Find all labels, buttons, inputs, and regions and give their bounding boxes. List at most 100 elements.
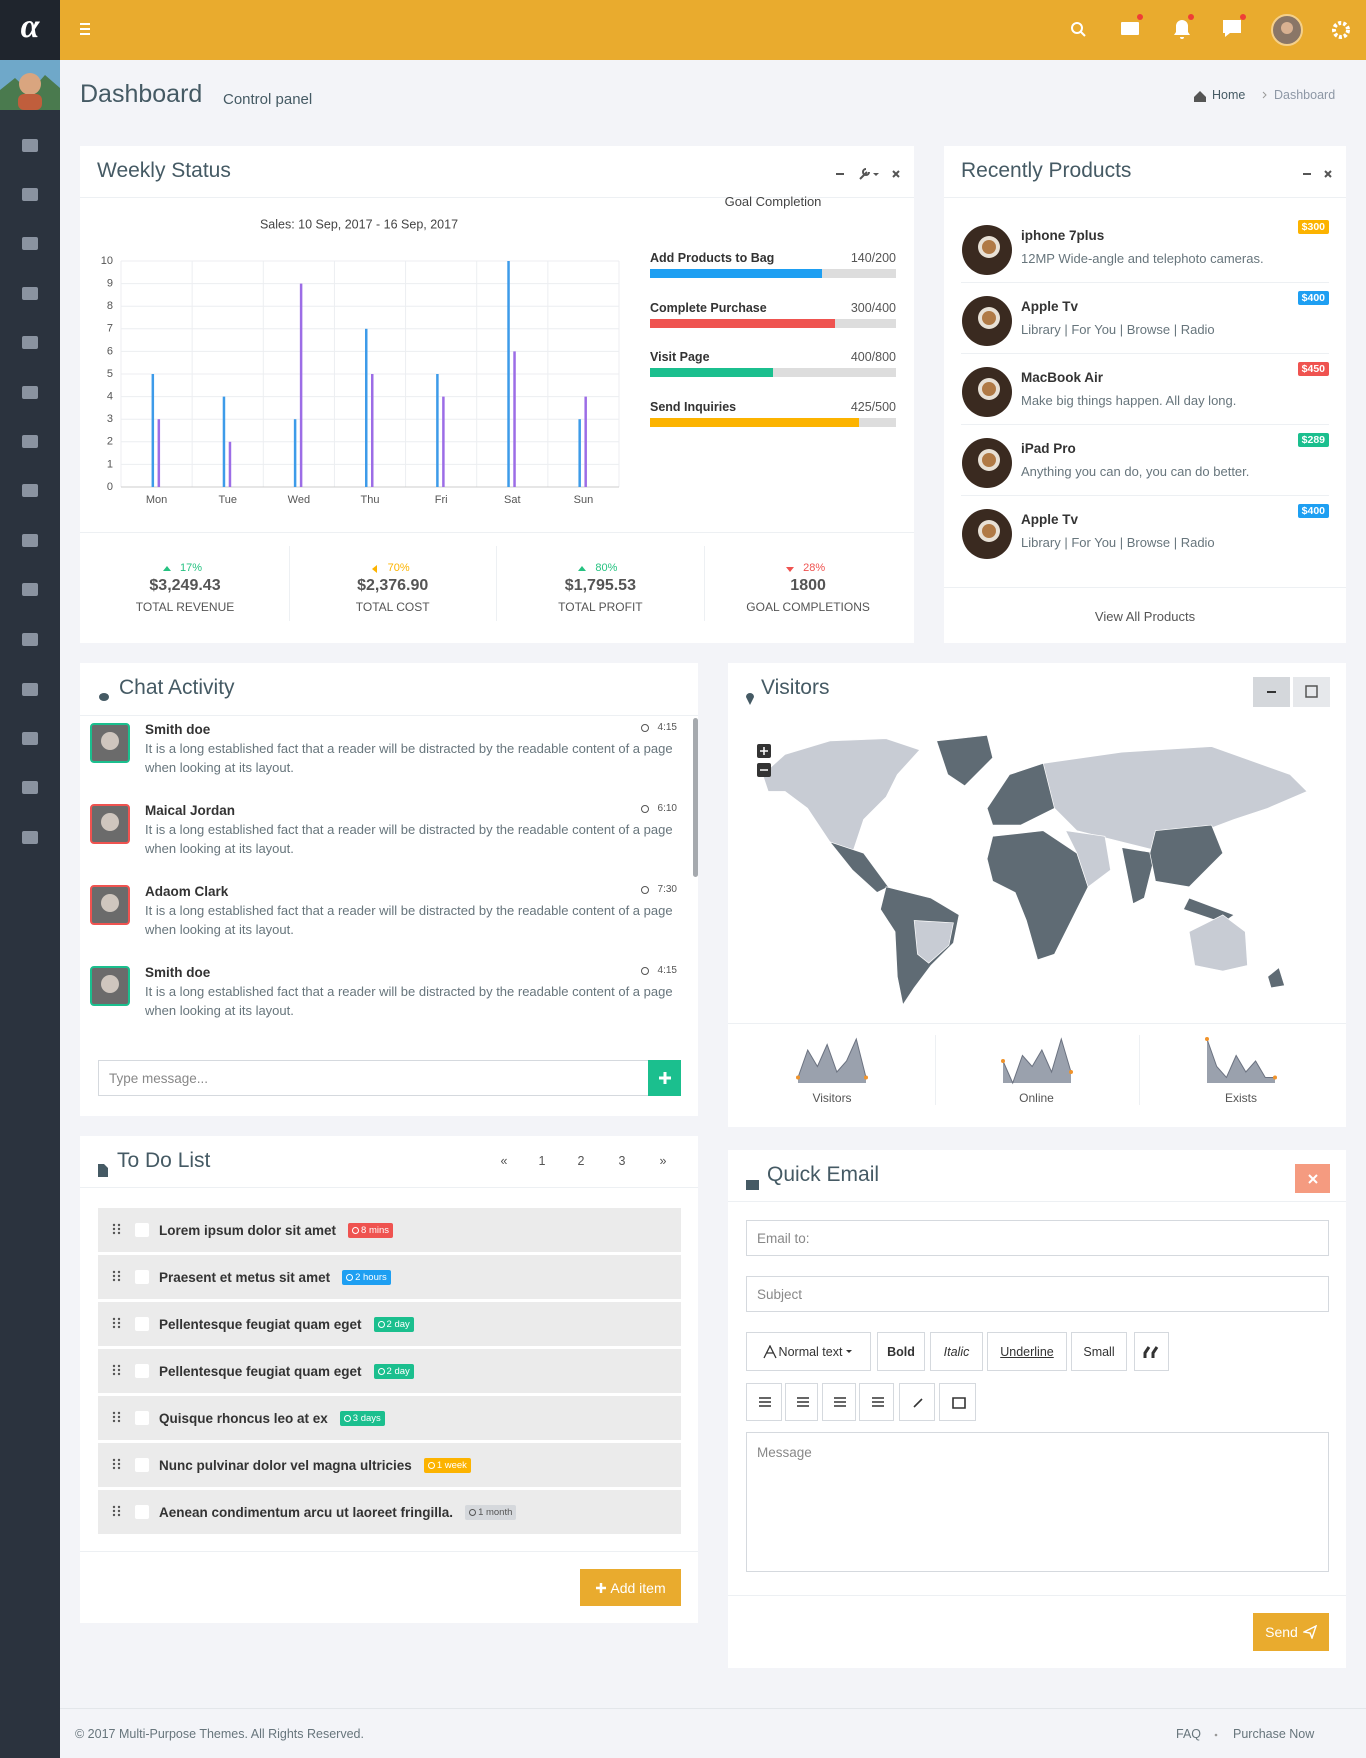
format-button[interactable] bbox=[899, 1383, 935, 1421]
weekly-status-card: Weekly Status Sales: 10 Sep, 2017 - 16 Se… bbox=[80, 146, 914, 643]
plus-icon bbox=[596, 1582, 607, 1593]
mail-icon[interactable] bbox=[1121, 22, 1139, 35]
stat-change: 80% bbox=[595, 562, 618, 574]
breadcrumb-current: Dashboard bbox=[1274, 88, 1336, 102]
format-button[interactable] bbox=[785, 1383, 818, 1421]
todo-checkbox[interactable] bbox=[135, 1364, 149, 1378]
bar-chart: Sales: 10 Sep, 2017 - 16 Sep, 2017 0 1 2 3 4 5… bbox=[101, 217, 620, 506]
close-icon bbox=[1324, 170, 1332, 178]
footer-link[interactable]: Purchase Now bbox=[1233, 1727, 1315, 1741]
divider bbox=[961, 424, 1329, 425]
product-name[interactable]: Apple Tv bbox=[1021, 512, 1079, 527]
sidebar-menu-icon[interactable] bbox=[22, 732, 38, 745]
y-tick-label: 10 bbox=[101, 255, 113, 267]
product-name[interactable]: MacBook Air bbox=[1021, 370, 1104, 385]
y-tick-label: 2 bbox=[107, 436, 113, 448]
close-icon bbox=[892, 170, 900, 178]
todo-checkbox[interactable] bbox=[135, 1270, 149, 1284]
todo-checkbox[interactable] bbox=[135, 1317, 149, 1331]
chat-icon[interactable] bbox=[1223, 20, 1241, 37]
sparkline-area bbox=[1002, 1039, 1071, 1083]
drag-dot bbox=[112, 1368, 116, 1372]
message-textarea[interactable]: Message bbox=[746, 1432, 1329, 1572]
product-name[interactable]: Apple Tv bbox=[1021, 299, 1079, 314]
sidebar-menu-icon[interactable] bbox=[22, 386, 38, 399]
toolbar-button[interactable]: Small bbox=[1071, 1332, 1127, 1371]
product-name[interactable]: iPad Pro bbox=[1021, 441, 1076, 456]
sparkline-line bbox=[797, 1037, 867, 1078]
pagination-link[interactable]: 2 bbox=[577, 1154, 585, 1168]
drag-dot bbox=[112, 1274, 116, 1278]
sidebar-menu-icon[interactable] bbox=[22, 435, 38, 448]
drag-dot bbox=[117, 1419, 121, 1423]
add-item-label: Add item bbox=[610, 1579, 666, 1596]
sidebar-menu-icon[interactable] bbox=[22, 287, 38, 300]
calendar-button[interactable] bbox=[1293, 677, 1330, 707]
email-to-input[interactable]: Email to: bbox=[746, 1220, 1329, 1256]
view-all-link[interactable]: View All Products bbox=[1094, 609, 1196, 624]
clock-icon bbox=[641, 967, 649, 975]
format-button[interactable] bbox=[939, 1383, 976, 1421]
scrollbar bbox=[693, 718, 698, 877]
font-icon bbox=[762, 1344, 777, 1358]
bell-icon[interactable] bbox=[1174, 20, 1190, 39]
todo-badge-text: 2 day bbox=[386, 1318, 410, 1330]
todo-item: Lorem ipsum dolor sit amet 8 mins bbox=[98, 1208, 681, 1252]
divider bbox=[961, 282, 1329, 283]
map-region bbox=[1188, 914, 1248, 972]
sidebar-menu-icon[interactable] bbox=[22, 583, 38, 596]
sidebar-menu-icon[interactable] bbox=[22, 484, 38, 497]
sidebar-menu-icon[interactable] bbox=[22, 139, 38, 152]
footer-link[interactable]: FAQ bbox=[1176, 1727, 1202, 1741]
todo-text: Pellentesque feugiat quam eget bbox=[159, 1363, 362, 1379]
y-tick-label: 6 bbox=[107, 345, 113, 357]
stat-arrow bbox=[578, 566, 587, 571]
toolbar-button[interactable]: Bold bbox=[877, 1332, 925, 1371]
subject-input[interactable]: Subject bbox=[746, 1276, 1329, 1312]
format-button[interactable] bbox=[746, 1383, 782, 1421]
todo-checkbox[interactable] bbox=[135, 1223, 149, 1237]
search-icon[interactable] bbox=[1071, 22, 1083, 34]
product-image bbox=[962, 438, 1012, 488]
toolbar-button[interactable]: Underline bbox=[987, 1332, 1067, 1371]
breadcrumb-link[interactable]: Home bbox=[1212, 88, 1246, 102]
format-button[interactable] bbox=[859, 1383, 894, 1421]
add-item-button[interactable]: Add item bbox=[580, 1569, 681, 1606]
send-chat-button[interactable] bbox=[648, 1060, 681, 1096]
todo-badge: 2 day bbox=[373, 1363, 414, 1379]
drag-dot bbox=[112, 1227, 116, 1231]
toolbar-button[interactable]: Italic bbox=[930, 1332, 983, 1371]
product-image bbox=[962, 225, 1012, 275]
pagination-link[interactable]: 3 bbox=[618, 1154, 626, 1168]
sidebar-menu-icon[interactable] bbox=[22, 633, 38, 646]
card-title: Weekly Status bbox=[97, 159, 231, 182]
sidebar-menu-icon[interactable] bbox=[22, 683, 38, 696]
settings-gear[interactable] bbox=[1332, 21, 1350, 39]
send-button[interactable]: Send bbox=[1253, 1613, 1329, 1651]
toolbar-button[interactable]: Normal text bbox=[746, 1332, 871, 1371]
todo-checkbox[interactable] bbox=[135, 1458, 149, 1472]
sparkline bbox=[1000, 1037, 1073, 1085]
pagination-link[interactable]: « bbox=[500, 1154, 508, 1168]
drag-dot bbox=[117, 1368, 121, 1372]
sidebar-menu-icon[interactable] bbox=[22, 336, 38, 349]
product-name[interactable]: iphone 7plus bbox=[1021, 228, 1105, 243]
sidebar-menu-icon[interactable] bbox=[22, 831, 38, 844]
todo-checkbox[interactable] bbox=[135, 1411, 149, 1425]
y-tick-label: 0 bbox=[107, 481, 113, 493]
y-tick-label: 1 bbox=[107, 458, 113, 470]
drag-dot bbox=[112, 1462, 116, 1466]
chat-dot bbox=[1240, 14, 1246, 20]
sidebar-menu-icon[interactable] bbox=[22, 534, 38, 547]
close-button[interactable] bbox=[1295, 1164, 1330, 1193]
sidebar-menu-icon[interactable] bbox=[22, 188, 38, 201]
todo-checkbox[interactable] bbox=[135, 1505, 149, 1519]
sidebar-menu-icon[interactable] bbox=[22, 781, 38, 794]
quote-button[interactable] bbox=[1134, 1332, 1169, 1371]
pagination-link[interactable]: » bbox=[659, 1154, 667, 1168]
pagination-link[interactable]: 1 bbox=[538, 1154, 546, 1168]
format-button[interactable] bbox=[822, 1383, 856, 1421]
sidebar-menu-icon[interactable] bbox=[22, 237, 38, 250]
stat-label: GOAL COMPLETIONS bbox=[746, 600, 870, 614]
message-input[interactable]: Type message... bbox=[98, 1060, 649, 1096]
